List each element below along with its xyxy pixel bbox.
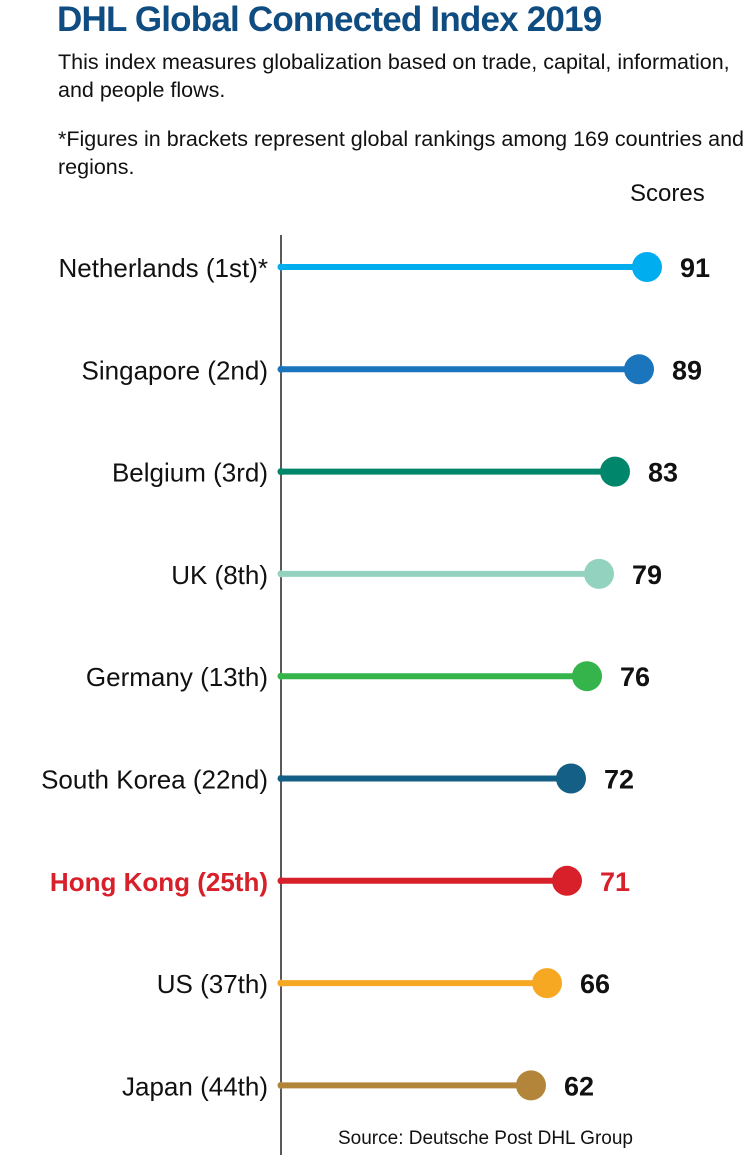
value-label: 62	[564, 1071, 594, 1101]
stem-base-8	[277, 1081, 285, 1089]
dot-4	[572, 661, 602, 692]
stem-base-1	[277, 365, 285, 373]
stem-base-7	[277, 979, 285, 987]
category-label: Hong Kong (25th)	[50, 867, 268, 897]
category-label: Singapore (2nd)	[82, 355, 268, 385]
category-label: South Korea (22nd)	[41, 765, 268, 795]
dot-0	[632, 252, 662, 282]
dot-3	[584, 558, 614, 589]
value-label: 66	[580, 969, 610, 999]
chart-title: DHL Global Connected Index 2019	[57, 0, 602, 39]
stem-base-3	[277, 570, 285, 578]
value-label: 71	[600, 867, 630, 897]
scores-header: Scores	[630, 180, 705, 207]
category-label: Germany (13th)	[86, 662, 268, 692]
dot-5	[556, 763, 586, 794]
stem-base-5	[277, 775, 285, 782]
dot-7	[532, 968, 562, 999]
category-label: Belgium (3rd)	[112, 458, 268, 488]
stem-base-4	[277, 672, 285, 680]
category-label: Japan (44th)	[122, 1071, 268, 1101]
value-label: 91	[680, 253, 710, 283]
source-note: Source: Deutsche Post DHL Group	[338, 1128, 633, 1149]
value-label: 76	[620, 662, 650, 692]
dot-6	[552, 865, 582, 896]
stem-base-6	[277, 877, 285, 885]
value-label: 89	[672, 355, 702, 385]
dot-1	[624, 354, 654, 385]
value-label: 83	[648, 458, 678, 488]
stem-base-0	[277, 263, 285, 271]
chart-note: *Figures in brackets represent global ra…	[58, 127, 745, 179]
category-label: UK (8th)	[171, 560, 268, 590]
category-label: Netherlands (1st)*	[58, 253, 268, 283]
category-label: US (37th)	[157, 969, 268, 999]
value-label: 72	[604, 765, 634, 795]
dot-2	[600, 456, 630, 487]
chart-subtitle: This index measures globalization based …	[58, 50, 730, 102]
dot-8	[516, 1070, 546, 1101]
stem-base-2	[277, 468, 285, 476]
value-label: 79	[632, 560, 662, 590]
